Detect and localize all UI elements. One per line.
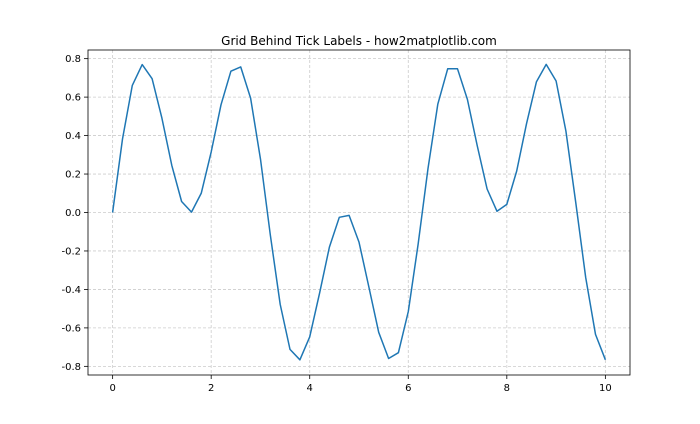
x-tick-label: 6 [405, 383, 411, 394]
y-tick-label: 0.0 [65, 208, 81, 219]
ticks: 0 2 4 6 8 10 -0.8 -0.6 -0.4 -0.2 0.0 0.2 0.4 0.6 0.8 [61, 54, 611, 394]
axes-frame [87, 49, 631, 376]
y-tick-label: -0.8 [61, 362, 81, 373]
y-tick-label: 0.4 [65, 131, 81, 142]
chart-title: Grid Behind Tick Labels - how2matplotlib… [221, 34, 497, 48]
x-tick-label: 2 [208, 383, 214, 394]
x-tick-label: 8 [504, 383, 510, 394]
x-tick-label: 0 [109, 383, 115, 394]
x-tick-label: 4 [307, 383, 313, 394]
y-tick-label: 0.2 [65, 170, 81, 181]
y-tick-label: 0.6 [65, 93, 81, 104]
y-tick-label: -0.2 [61, 246, 81, 257]
y-tick-label: 0.8 [65, 54, 81, 65]
series [111, 63, 607, 361]
x-tick-label: 10 [599, 383, 612, 394]
y-tick-label: -0.6 [61, 323, 81, 334]
series-line [111, 63, 607, 361]
grid [88, 50, 630, 375]
y-tick-label: -0.4 [61, 285, 81, 296]
